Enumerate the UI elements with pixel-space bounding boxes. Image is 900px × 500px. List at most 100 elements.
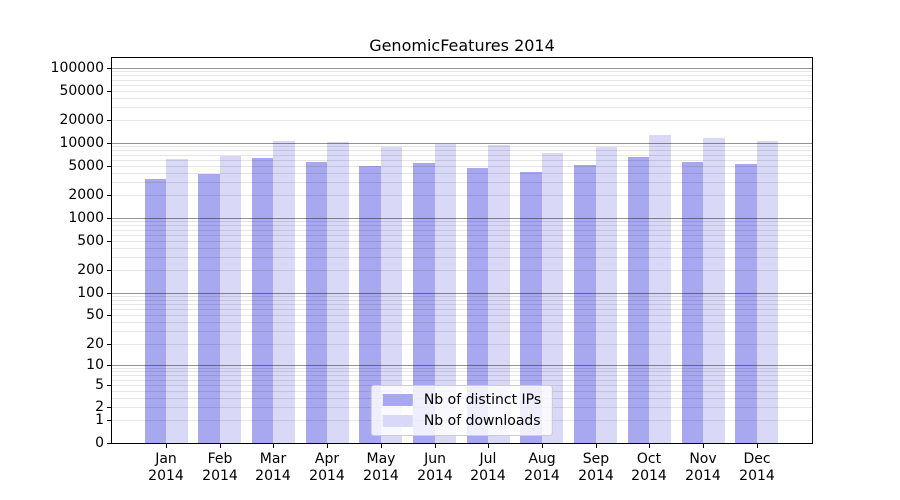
gridline-minor-4000 [112,173,812,174]
bar-downloads-aug [541,153,564,443]
x-tick-label-dec: Dec 2014 [725,451,789,485]
x-tick-label-jan: Jan 2014 [134,451,198,485]
legend-item-downloads: Nb of downloads [382,413,541,429]
y-tick-label-2: 2 [95,399,104,415]
gridline-minor-7 [112,375,812,376]
gridline-minor-800 [112,225,812,226]
gridline-minor-30000 [112,107,812,108]
legend: Nb of distinct IPs Nb of downloads [370,385,554,436]
y-tick-label-500: 500 [77,233,104,249]
y-tick-label-1000: 1000 [68,210,104,226]
gridline-minor-90000 [112,71,812,72]
bar-distinct-ips-mar [251,158,274,443]
bar-distinct-ips-aug [520,171,542,443]
x-tick-jun [435,444,436,448]
gridline-major-100 [112,293,812,294]
y-tick-0 [107,443,112,444]
bar-downloads-dec [756,140,779,443]
gridline-minor-700 [112,230,812,231]
y-tick-label-0: 0 [95,435,104,451]
x-tick-mar [273,444,274,448]
x-tick-label-may: May 2014 [349,451,413,485]
bar-downloads-may [380,146,403,443]
x-tick-year-oct: 2014 [631,468,667,484]
bar-distinct-ips-jul [466,167,489,443]
gridline-minor-60000 [112,85,812,86]
x-tick-oct [649,444,650,448]
gridline-minor-70000 [112,80,812,81]
y-tick-20000 [107,120,112,121]
x-tick-label-mar: Mar 2014 [241,451,305,485]
x-tick-year-sep: 2014 [578,468,614,484]
bars-layer [112,58,812,443]
gridline-minor-40000 [112,98,812,99]
x-tick-month-sep: Sep [582,451,610,467]
x-tick-jan [166,444,167,448]
gridline-minor-8 [112,371,812,372]
x-tick-year-jun: 2014 [417,468,453,484]
bar-distinct-ips-jan [144,179,166,443]
y-tick-5 [107,385,112,386]
gridline-minor-20000 [112,120,812,121]
legend-item-distinct-ips: Nb of distinct IPs [382,392,541,408]
x-tick-month-may: May [366,451,396,467]
y-tick-2 [107,407,112,408]
gridline-minor-50000 [112,91,812,92]
gridline-minor-70 [112,304,812,305]
bar-downloads-jun [434,144,456,443]
x-tick-month-nov: Nov [689,451,717,467]
chart-title: GenomicFeatures 2014 [369,36,555,55]
gridline-major-1000 [112,218,812,219]
y-tick-label-2000: 2000 [68,187,104,203]
x-tick-month-jan: Jan [155,451,177,467]
y-tick-1000 [107,218,112,219]
x-tick-dec [757,444,758,448]
plot-area: Nb of distinct IPs Nb of downloads [111,57,813,444]
gridline-minor-300 [112,257,812,258]
bar-downloads-feb [219,156,242,443]
bar-distinct-ips-jun [413,163,435,443]
y-tick-50 [107,315,112,316]
y-tick-label-100000: 100000 [50,60,104,76]
x-tick-year-aug: 2014 [524,468,560,484]
y-tick-10 [107,365,112,366]
y-tick-1 [107,420,112,421]
x-tick-label-nov: Nov 2014 [671,451,735,485]
x-tick-sep [596,444,597,448]
x-tick-month-aug: Aug [528,451,556,467]
gridline-minor-40 [112,322,812,323]
x-tick-label-sep: Sep 2014 [564,451,628,485]
x-tick-nov [703,444,704,448]
x-tick-month-feb: Feb [207,451,233,467]
x-tick-year-feb: 2014 [202,468,238,484]
x-tick-month-dec: Dec [743,451,771,467]
gridline-minor-500 [112,241,812,242]
y-tick-10000 [107,143,112,144]
gridline-minor-80000 [112,75,812,76]
gridline-major-10 [112,365,812,366]
y-tick-20 [107,344,112,345]
gridline-minor-2000 [112,195,812,196]
x-tick-year-jan: 2014 [148,468,184,484]
bar-downloads-sep [595,147,618,443]
bar-downloads-mar [273,141,295,443]
y-tick-label-5000: 5000 [68,158,104,174]
y-tick-200 [107,270,112,271]
x-tick-year-dec: 2014 [739,468,775,484]
y-tick-label-10: 10 [86,357,104,373]
y-tick-500 [107,241,112,242]
gridline-minor-6000 [112,160,812,161]
bar-distinct-ips-dec [735,164,757,443]
y-tick-100000 [107,68,112,69]
y-tick-label-200: 200 [77,262,104,278]
x-tick-year-mar: 2014 [255,468,291,484]
gridline-minor-600 [112,235,812,236]
x-tick-label-oct: Oct 2014 [617,451,681,485]
legend-swatch-distinct-ips [382,394,413,406]
bar-distinct-ips-oct [627,157,650,443]
x-tick-feb [220,444,221,448]
y-tick-label-50: 50 [86,307,104,323]
x-tick-year-nov: 2014 [685,468,721,484]
y-tick-label-50000: 50000 [59,83,104,99]
x-tick-year-apr: 2014 [309,468,345,484]
